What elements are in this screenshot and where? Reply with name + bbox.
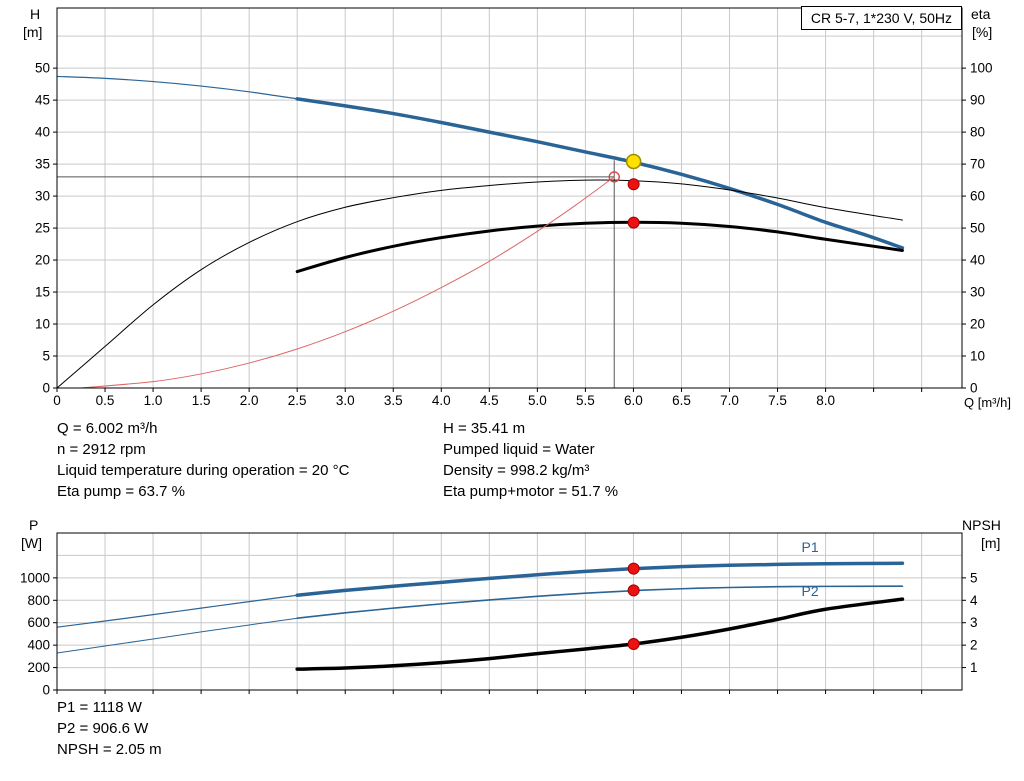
eta-axis-title: eta [971, 6, 991, 22]
info-line-density: Density = 998.2 kg/m³ [443, 462, 590, 479]
series-p2-curve-thin [56, 617, 298, 654]
y-right-tick-label: 2 [970, 638, 978, 653]
x-tick-label: 2.5 [288, 393, 307, 408]
x-tick-label: 4.5 [480, 393, 499, 408]
y-left-tick-label: 600 [27, 615, 50, 630]
series-p2-curve [296, 585, 904, 620]
y-right-tick-label: 30 [970, 285, 985, 300]
info-line-liquid-temp: Liquid temperature during operation = 20… [57, 462, 350, 479]
info-line-npsh: NPSH = 2.05 m [57, 741, 162, 758]
x-tick-label: 6.0 [624, 393, 643, 408]
info-line-eta-pump: Eta pump = 63.7 % [57, 483, 185, 500]
pump-title-box: CR 5-7, 1*230 V, 50Hz [800, 6, 962, 30]
p-axis-unit: [W] [21, 535, 42, 551]
x-tick-label: 5.0 [528, 393, 547, 408]
series-p1-curve [295, 561, 905, 597]
y-left-tick-label: 35 [35, 157, 50, 172]
y-right-tick-label: 5 [970, 570, 978, 585]
series-eta-pump-motor-curve [295, 220, 904, 274]
x-tick-label: 3.0 [336, 393, 355, 408]
y-left-tick-label: 0 [42, 381, 50, 396]
npsh-axis-unit: [m] [981, 535, 1001, 551]
info-bottom-column: P1 = 1118 W P2 = 906.6 W NPSH = 2.05 m [57, 697, 162, 760]
y-left-tick-label: 15 [35, 285, 50, 300]
y-left-tick-label: 10 [35, 317, 50, 332]
info-line-p2: P2 = 906.6 W [57, 720, 149, 737]
y-left-tick-label: 400 [27, 638, 50, 653]
series-p1-curve-thin [56, 594, 298, 628]
y-right-tick-label: 0 [970, 381, 978, 396]
requested-duty-marker [608, 171, 620, 183]
y-left-tick-label: 20 [35, 253, 50, 268]
y-left-tick-label: 50 [35, 61, 50, 76]
x-tick-label: 6.5 [672, 393, 691, 408]
y-left-tick-label: 1000 [20, 570, 50, 585]
x-tick-label: 2.0 [240, 393, 259, 408]
y-right-tick-label: 10 [970, 349, 985, 364]
x-tick-label: 1.0 [144, 393, 163, 408]
x-tick-label: 1.5 [192, 393, 211, 408]
info-line-pumped-liquid: Pumped liquid = Water [443, 441, 595, 458]
h-axis-title: H [30, 6, 41, 22]
y-right-tick-label: 1 [970, 660, 978, 675]
y-left-tick-label: 30 [35, 189, 50, 204]
y-right-tick-label: 40 [970, 253, 985, 268]
power-npsh-chart: P1 P2 0 200 400 600 800 1000 1 2 3 4 5 [20, 532, 978, 698]
eta-axis-unit: [%] [972, 24, 993, 40]
y-left-tick-label: 40 [35, 125, 50, 140]
info-line-q: Q = 6.002 m³/h [57, 420, 158, 437]
x-tick-label: 4.0 [432, 393, 451, 408]
y-left-tick-label: 800 [27, 593, 50, 608]
npsh-axis-title: NPSH [962, 517, 1001, 533]
p-axis-title: P [29, 517, 39, 533]
y-left-tick-label: 25 [35, 221, 50, 236]
hq-eta-chart: 0 0.5 1.0 1.5 2.0 2.5 3.0 3.5 4.0 4.5 5.0 5.5 6.0 6.5… [35, 7, 993, 408]
q-axis-title: Q [m³/h] [964, 395, 1011, 410]
y-right-tick-label: 20 [970, 317, 985, 332]
plot-border [56, 532, 963, 691]
x-tick-label: 3.5 [384, 393, 403, 408]
info-line-head: H = 35.41 m [443, 420, 526, 437]
y-right-tick-label: 90 [970, 93, 985, 108]
y-left-tick-label: 200 [27, 660, 50, 675]
eta-pump-motor-marker [627, 216, 640, 229]
y-right-tick-label: 100 [970, 61, 993, 76]
info-right-column: H = 35.41 m Pumped liquid = Water Densit… [443, 418, 618, 502]
info-line-speed: n = 2912 rpm [57, 441, 146, 458]
info-line-p1: P1 = 1118 W [57, 699, 142, 716]
y-left-tick-label: 5 [42, 349, 50, 364]
x-tick-label: 7.0 [720, 393, 739, 408]
series-label-p2: P2 [802, 583, 819, 599]
y-right-tick-label: 80 [970, 125, 985, 140]
y-left-tick-label: 0 [42, 683, 50, 698]
y-right-tick-label: 60 [970, 189, 985, 204]
y-right-tick-label: 4 [970, 593, 978, 608]
info-line-eta-total: Eta pump+motor = 51.7 % [443, 483, 619, 500]
series-npsh-curve [295, 597, 905, 671]
x-tick-label: 0.5 [96, 393, 115, 408]
p1-marker [627, 562, 640, 575]
x-tick-label: 0 [53, 393, 61, 408]
x-tick-label: 5.5 [576, 393, 595, 408]
y-right-tick-label: 3 [970, 615, 978, 630]
info-left-column: Q = 6.002 m³/h n = 2912 rpm Liquid tempe… [57, 418, 349, 502]
x-tick-label: 8.0 [816, 393, 835, 408]
p2-marker [627, 584, 640, 597]
series-system-curve [80, 176, 615, 389]
h-axis-unit: [m] [23, 24, 43, 40]
x-tick-label: 7.5 [768, 393, 787, 408]
y-left-tick-label: 45 [35, 93, 50, 108]
duty-point-marker [625, 153, 642, 170]
series-eta-pump-curve [56, 179, 903, 389]
npsh-marker [627, 638, 640, 651]
series-label-p1: P1 [802, 539, 819, 555]
series-pump-curve [295, 97, 905, 250]
series-pump-curve-thin [56, 75, 298, 100]
y-right-tick-label: 70 [970, 157, 985, 172]
plot-border [56, 7, 963, 389]
eta-pump-marker [627, 178, 640, 191]
y-right-tick-label: 50 [970, 221, 985, 236]
